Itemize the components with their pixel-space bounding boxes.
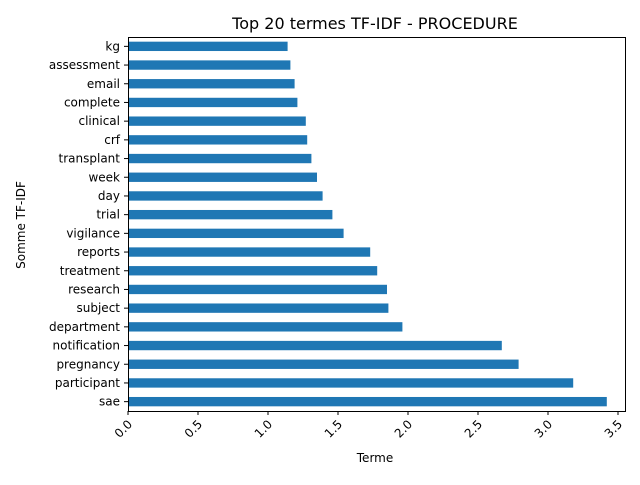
y-tick-label: day bbox=[98, 189, 120, 203]
y-tick-label: kg bbox=[105, 39, 120, 53]
bar-transplant bbox=[128, 153, 312, 164]
bar-email bbox=[128, 79, 295, 89]
bar-participant bbox=[128, 378, 574, 388]
y-tick-label: pregnancy bbox=[56, 357, 120, 371]
y-tick-label: assessment bbox=[49, 58, 120, 72]
y-tick-label: crf bbox=[104, 133, 121, 147]
bar-pregnancy bbox=[128, 359, 519, 369]
y-tick-label: notification bbox=[53, 339, 120, 353]
bars-group bbox=[128, 41, 607, 407]
y-tick-label: email bbox=[87, 77, 120, 91]
bar-assessment bbox=[128, 60, 291, 70]
y-tick-label: vigilance bbox=[66, 226, 120, 240]
y-tick-label: trial bbox=[96, 208, 120, 222]
y-axis-label: Somme TF-IDF bbox=[14, 181, 28, 269]
bar-kg bbox=[128, 41, 288, 52]
y-tick-label: week bbox=[88, 170, 120, 184]
y-tick-label: reports bbox=[77, 245, 120, 259]
x-axis-label: Terme bbox=[356, 451, 393, 465]
bar-week bbox=[128, 172, 317, 182]
bar-sae bbox=[128, 396, 607, 407]
y-tick-label: transplant bbox=[59, 152, 121, 166]
bar-department bbox=[128, 322, 403, 332]
bar-trial bbox=[128, 209, 333, 220]
bar-clinical bbox=[128, 116, 306, 126]
bar-complete bbox=[128, 97, 298, 108]
y-tick-label: department bbox=[49, 320, 120, 334]
bar-day bbox=[128, 191, 323, 201]
bar-research bbox=[128, 284, 387, 295]
y-tick-label: participant bbox=[55, 376, 120, 390]
bar-vigilance bbox=[128, 228, 344, 239]
chart-title: Top 20 termes TF-IDF - PROCEDURE bbox=[231, 14, 518, 33]
y-tick-label: research bbox=[68, 282, 120, 296]
plot-frame bbox=[128, 37, 626, 412]
y-tick-label: sae bbox=[99, 395, 120, 409]
bar-crf bbox=[128, 135, 308, 145]
bar-reports bbox=[128, 247, 371, 257]
bar-subject bbox=[128, 303, 389, 313]
bar-notification bbox=[128, 340, 502, 351]
y-tick-label: clinical bbox=[79, 114, 121, 128]
y-tick-label: treatment bbox=[60, 264, 120, 278]
y-tick-label: complete bbox=[64, 95, 120, 109]
bar-treatment bbox=[128, 266, 378, 276]
y-axis-ticks: kg assessment email complete clinical crf tran… bbox=[49, 39, 128, 409]
y-tick-label: subject bbox=[77, 301, 121, 315]
